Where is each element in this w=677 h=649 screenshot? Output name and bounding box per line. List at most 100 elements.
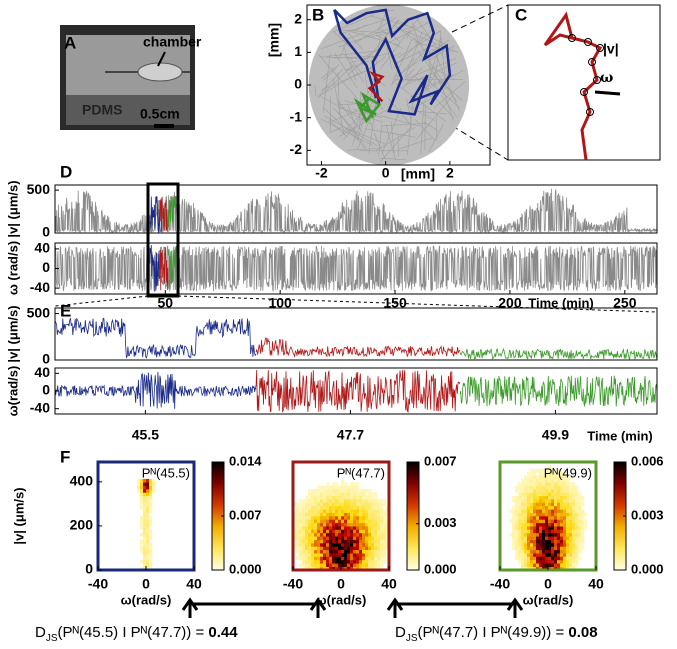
heat-cell <box>530 566 534 571</box>
heat-cell <box>533 468 537 473</box>
trajectory-texture <box>326 50 381 57</box>
heat-cell <box>311 546 315 551</box>
heat-cell <box>530 502 534 507</box>
heat-cell <box>380 532 384 537</box>
heat-cell <box>296 516 300 520</box>
heat-cell <box>347 485 351 490</box>
heat-cell <box>329 546 333 551</box>
heat-cell <box>317 529 321 534</box>
heat-cell <box>149 553 153 557</box>
heat-cell <box>512 529 516 534</box>
heat-cell <box>572 546 576 551</box>
heat-cell <box>545 563 549 567</box>
heat-cell <box>299 563 303 567</box>
heat-cell <box>305 553 309 557</box>
heat-cell <box>545 512 549 517</box>
heat-cell <box>521 516 525 520</box>
heat-cell <box>296 519 300 524</box>
heat-cell <box>548 526 552 530</box>
heat-cell <box>374 499 378 503</box>
heat-cell <box>302 512 306 517</box>
heat-cell <box>524 492 528 497</box>
trajectory-texture <box>417 70 464 96</box>
heat-cell <box>146 543 150 547</box>
heat-cell <box>524 529 528 534</box>
heat-cell <box>533 489 537 493</box>
heat-cell <box>356 485 360 490</box>
heat-cell <box>323 519 327 524</box>
heat-cell <box>569 546 573 551</box>
trace <box>149 196 161 233</box>
heat-cell <box>509 519 513 524</box>
heat-cell <box>353 566 357 571</box>
heat-cell <box>563 512 567 517</box>
heat-cell <box>572 499 576 503</box>
heat-cell <box>296 546 300 551</box>
heat-cell <box>566 549 570 554</box>
map-title: Pᴺ(47.7) <box>337 465 385 480</box>
heat-cell <box>317 512 321 517</box>
heat-cell <box>533 485 537 490</box>
map-title: Pᴺ(49.9) <box>544 465 592 480</box>
heat-cell <box>527 563 531 567</box>
heat-cell <box>317 502 321 507</box>
heat-cell <box>566 526 570 530</box>
trajectory-texture <box>401 67 423 90</box>
heat-cell <box>146 522 150 527</box>
heat-cell <box>149 478 153 483</box>
heat-cell <box>353 492 357 497</box>
heat-cell <box>566 519 570 524</box>
heat-cell <box>143 495 147 500</box>
heat-cell <box>350 522 354 527</box>
heat-cell <box>551 543 555 547</box>
heat-cell <box>350 509 354 513</box>
trajectory-texture <box>423 52 458 103</box>
heat-cell <box>335 516 339 520</box>
heat-cell <box>335 505 339 510</box>
heat-cell <box>335 522 339 527</box>
heat-cell <box>311 516 315 520</box>
heat-cell <box>371 532 375 537</box>
heat-cell <box>359 543 363 547</box>
heat-cell <box>530 529 534 534</box>
heat-cell <box>140 559 144 564</box>
trajectory-texture <box>406 104 436 122</box>
heat-cell <box>302 546 306 551</box>
heat-cell <box>551 495 555 500</box>
heat-cell <box>578 505 582 510</box>
heat-cell <box>149 495 153 500</box>
trajectory-texture <box>319 56 366 59</box>
y-tick-label: 0 <box>294 76 302 92</box>
heat-cell <box>149 546 153 551</box>
sample-point <box>588 58 596 66</box>
y-axis-label: |v| (μm/s) <box>5 305 20 362</box>
heat-cell <box>536 566 540 571</box>
heat-cell <box>530 526 534 530</box>
heat-cell <box>557 563 561 567</box>
heat-cell <box>149 529 153 534</box>
heat-cell <box>548 536 552 540</box>
heat-cell <box>371 543 375 547</box>
heat-cell <box>542 516 546 520</box>
heat-cell <box>320 505 324 510</box>
heat-cell <box>374 553 378 557</box>
heat-cell <box>353 536 357 540</box>
heat-cell <box>365 536 369 540</box>
heat-cell <box>557 499 561 503</box>
trajectory-texture <box>349 57 363 74</box>
heat-cell <box>311 499 315 503</box>
heat-cell <box>512 512 516 517</box>
heat-cell <box>575 563 579 567</box>
heat-cell <box>518 522 522 527</box>
heat-cell <box>539 472 543 476</box>
x-axis-label: ω(rad/s) <box>121 592 172 607</box>
heat-cell <box>302 519 306 524</box>
heat-cell <box>350 566 354 571</box>
sample-point <box>568 34 576 42</box>
heat-cell <box>548 499 552 503</box>
heat-cell <box>341 539 345 544</box>
heat-cell <box>371 539 375 544</box>
heat-cell <box>338 485 342 490</box>
heat-cell <box>344 482 348 486</box>
heat-cell <box>518 512 522 517</box>
